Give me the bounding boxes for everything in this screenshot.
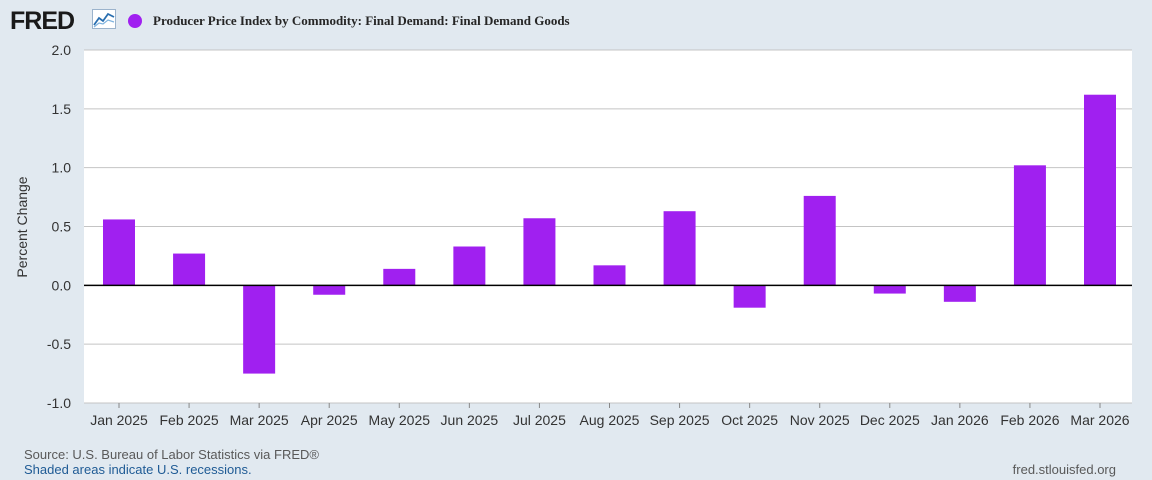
y-axis-label: Percent Change [14, 176, 30, 277]
bar[interactable] [593, 265, 626, 286]
y-tick-label: 1.0 [52, 160, 72, 176]
bar[interactable] [103, 219, 135, 286]
source-note: Source: U.S. Bureau of Labor Statistics … [24, 447, 319, 462]
bar[interactable] [1084, 94, 1116, 286]
bar[interactable] [313, 285, 346, 295]
bar[interactable] [803, 195, 836, 286]
bar[interactable] [453, 246, 486, 286]
bar[interactable] [733, 285, 766, 308]
fred-logo-chart-icon [92, 9, 116, 29]
bar[interactable] [243, 285, 276, 374]
x-tick-label: Apr 2025 [301, 412, 358, 428]
y-tick-label: -0.5 [47, 336, 71, 352]
bar[interactable] [943, 285, 976, 302]
x-tick-label: Mar 2026 [1070, 412, 1129, 428]
site-url[interactable]: fred.stlouisfed.org [1012, 462, 1116, 477]
y-tick-label: -1.0 [47, 395, 71, 411]
y-axis-ticks: 2.0 1.5 1.0 0.5 0.0 -0.5 -1.0 [47, 42, 71, 411]
y-tick-label: 0.0 [52, 277, 72, 293]
x-tick-label: Sep 2025 [650, 412, 710, 428]
x-tick-label: Feb 2025 [159, 412, 218, 428]
bar[interactable] [173, 253, 206, 286]
x-tick-label: Dec 2025 [860, 412, 920, 428]
bar[interactable] [523, 218, 556, 286]
bar[interactable] [1013, 165, 1046, 286]
x-tick-label: Oct 2025 [721, 412, 778, 428]
x-tick-label: Feb 2026 [1000, 412, 1059, 428]
legend-series-marker [128, 14, 142, 28]
bars [103, 94, 1116, 374]
bar[interactable] [663, 211, 696, 286]
y-tick-label: 0.5 [52, 219, 72, 235]
x-tick-label: Aug 2025 [580, 412, 640, 428]
x-tick-label: Mar 2025 [230, 412, 289, 428]
recession-note[interactable]: Shaded areas indicate U.S. recessions. [24, 462, 252, 477]
x-tick-label: Nov 2025 [790, 412, 850, 428]
x-axis-ticks: Jan 2025 Feb 2025 Mar 2025 Apr 2025 May 2025… [90, 403, 1130, 428]
x-tick-label: Jul 2025 [513, 412, 566, 428]
x-tick-label: Jan 2026 [931, 412, 989, 428]
bar[interactable] [383, 268, 416, 286]
bar[interactable] [873, 285, 906, 294]
y-tick-label: 2.0 [52, 42, 72, 58]
x-tick-label: Jan 2025 [90, 412, 148, 428]
x-tick-label: Jun 2025 [441, 412, 499, 428]
fred-logo[interactable]: FRED [10, 7, 75, 35]
chart-header: FRED Producer Price Index by Commodity: … [0, 0, 1152, 42]
x-tick-label: May 2025 [369, 412, 431, 428]
chart-title: Producer Price Index by Commodity: Final… [153, 13, 570, 28]
y-tick-label: 1.5 [52, 101, 72, 117]
gridlines [84, 49, 1132, 404]
